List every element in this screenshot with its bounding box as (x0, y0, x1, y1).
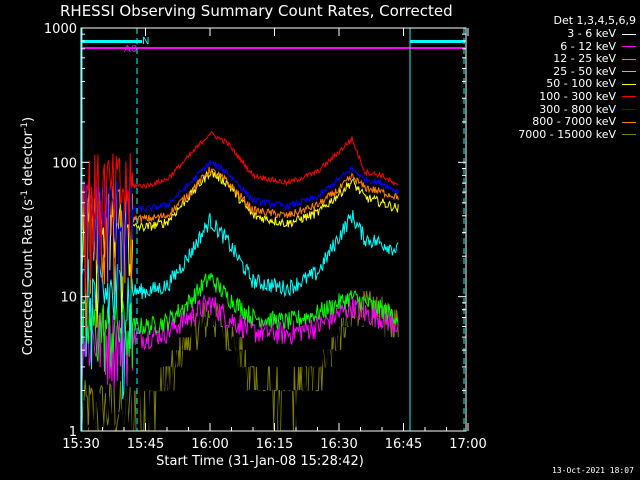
series-line (81, 293, 399, 389)
legend-swatch (622, 121, 636, 123)
legend-swatch (622, 46, 636, 48)
legend-label: 800 - 7000 keV (532, 115, 616, 129)
legend-label: 12 - 25 keV (553, 52, 616, 66)
x-tick-label: 16:30 (320, 437, 357, 452)
flag-bar-a0 (82, 47, 465, 49)
y-tick-label: 1 (69, 425, 77, 440)
series-line (81, 210, 399, 400)
legend-rows: 3 - 6 keV 6 - 12 keV 12 - 25 keV 25 - 50 ke… (490, 27, 636, 142)
x-tick-label: 15:45 (127, 437, 164, 452)
series-line (81, 131, 399, 295)
legend-header: Det 1,3,4,5,6,9 (553, 14, 636, 27)
y-axis-label-sup2: -1 (19, 122, 30, 132)
x-tick-label: 16:45 (385, 437, 422, 452)
x-tick-label: 17:00 (449, 437, 486, 452)
legend-swatch (622, 109, 636, 111)
legend-label: 25 - 50 keV (553, 64, 616, 78)
legend-label: 300 - 800 keV (539, 102, 616, 116)
y-axis-label-part3: ) (21, 116, 37, 123)
y-axis-label-part2: detector (21, 131, 37, 191)
series-line (81, 166, 399, 328)
legend-swatch (622, 71, 636, 73)
legend-label: 50 - 100 keV (546, 77, 616, 91)
y-axis-label: Corrected Count Rate (s-1 detector-1) (20, 106, 36, 366)
legend-entry: 12 - 25 keV (490, 52, 636, 66)
flag-bars (82, 40, 465, 49)
legend-entry: 50 - 100 keV (490, 78, 636, 91)
flag-n-label: N (142, 36, 149, 47)
legend-label: 3 - 6 keV (567, 27, 616, 40)
legend-entry: 300 - 800 keV (490, 102, 636, 117)
legend-entry: 6 - 12 keV (490, 39, 636, 54)
y-axis: 1 10 100 1000 (44, 22, 466, 440)
flag-a0-label: A0 (124, 44, 137, 55)
legend-entry: 3 - 6 keV (490, 27, 636, 41)
series-line (81, 272, 399, 372)
legend-swatch (622, 58, 636, 60)
pointing-lines (81, 28, 465, 431)
flag-bar-n (82, 40, 142, 43)
legend-swatch (622, 83, 636, 85)
legend-label: 6 - 12 keV (560, 39, 616, 53)
legend-entry: 800 - 7000 keV (490, 115, 636, 129)
render-timestamp: 13-Oct-2021 18:07 (552, 466, 634, 475)
y-axis-label-sup1: -1 (19, 190, 30, 200)
series-line (81, 160, 399, 303)
legend-entry: 100 - 300 keV (490, 89, 636, 104)
y-tick-label: 100 (52, 156, 77, 171)
plot-frame (80, 27, 467, 432)
chart-title: RHESSI Observing Summary Count Rates, Co… (60, 2, 453, 20)
legend: Det 1,3,4,5,6,9 3 - 6 keV 6 - 12 keV 12 - … (490, 14, 636, 141)
legend-swatch (622, 96, 636, 98)
legend-swatch (622, 33, 636, 35)
legend-entry: 7000 - 15000 keV (490, 127, 636, 142)
y-axis-label-part1: Corrected Count Rate (s (21, 199, 37, 356)
x-axis-label: Start Time (31-Jan-08 15:28:42) (156, 454, 364, 469)
x-axis: 15:30 15:45 16:00 16:15 16:30 16:45 17:00 (62, 28, 487, 452)
y-tick-label: 10 (60, 291, 77, 306)
y-tick-label: 1000 (44, 22, 77, 37)
x-tick-label: 16:15 (256, 437, 293, 452)
x-tick-label: 16:00 (191, 437, 228, 452)
legend-label: 100 - 300 keV (539, 89, 616, 103)
legend-label: 7000 - 15000 keV (518, 127, 616, 141)
legend-entry: 25 - 50 keV (490, 64, 636, 79)
flag-bar-n-2 (410, 40, 465, 43)
x-tick-label: 15:30 (62, 437, 99, 452)
series-layer (81, 131, 399, 432)
legend-swatch (622, 134, 636, 136)
